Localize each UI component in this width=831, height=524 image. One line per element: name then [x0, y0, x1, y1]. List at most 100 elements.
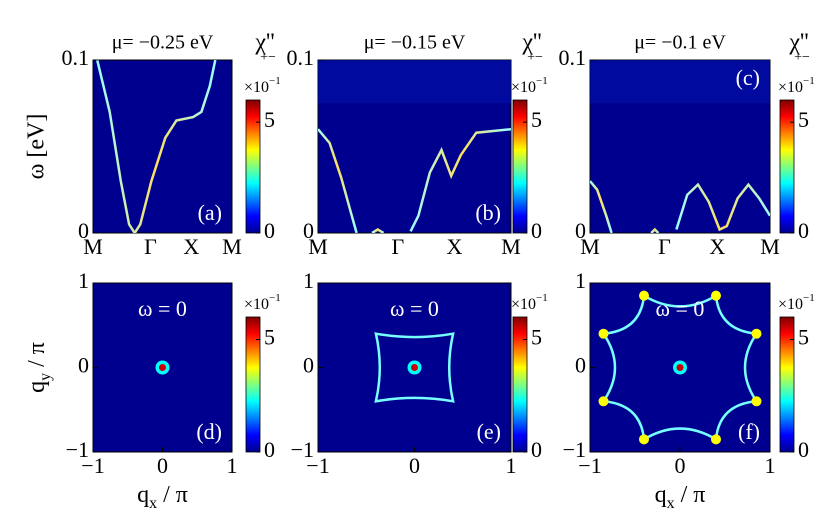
center-spot	[411, 364, 418, 371]
label-base: q	[655, 482, 667, 508]
heatmap-curve	[590, 180, 613, 233]
hot-spot	[751, 328, 762, 339]
scale-exp: −1	[803, 75, 815, 87]
heatmap-curve	[650, 227, 660, 233]
label-base: q	[137, 482, 149, 508]
heatmap-curve	[95, 60, 217, 233]
scale-exp: −1	[536, 75, 548, 87]
scale-base: ×10	[511, 296, 536, 313]
y-tick-label: 0	[575, 353, 586, 378]
panel: 0 0.1 M Γ X M (c) μ= −0.1 eV χ''+− 0 5 ×10−1	[559, 30, 815, 260]
heatmap-features	[95, 60, 217, 233]
x-axis-label: qx / π	[655, 482, 706, 512]
x-tick-label: Γ	[392, 234, 405, 259]
chi-label: χ''	[254, 30, 274, 56]
y-tick-label: 1	[575, 268, 586, 293]
panel-label: (a)	[198, 200, 222, 225]
label-suffix: / π	[24, 342, 50, 373]
scale-exp: −1	[269, 292, 281, 304]
x-tick-label: M	[760, 234, 780, 259]
panel: −101−1 0 1(d)ω = 0qy / πqx / π05×10−1	[24, 268, 281, 512]
panel: 00.1M Γ X M(b)μ= −0.15 eV χ''+−05×10−1	[287, 30, 548, 260]
hot-spot	[639, 290, 649, 301]
scale-base: ×10	[244, 296, 269, 313]
scale-base: ×10	[244, 79, 269, 96]
colorbar-tick-label: 0	[264, 218, 275, 243]
scale-base: ×10	[778, 296, 803, 313]
heatmap-features	[374, 332, 455, 403]
colorbar-scale: ×10−1	[511, 75, 548, 96]
y-axis-label: ω [eV]	[24, 114, 50, 180]
hot-spot	[751, 396, 762, 407]
y-tick-label: 1	[78, 268, 89, 293]
x-tick-label: 0	[409, 453, 420, 478]
x-tick-label: M	[580, 234, 600, 259]
x-tick-label: 0	[675, 453, 686, 478]
center-spot	[159, 364, 166, 371]
y-axis-label: qy / π	[24, 342, 54, 393]
hot-spot	[598, 328, 609, 339]
x-tick-label: X	[183, 234, 199, 259]
scale-base: ×10	[511, 79, 536, 96]
x-axis-label: qx / π	[137, 482, 188, 512]
panel-title: μ= −0.25 eV	[112, 32, 214, 54]
colorbar-tick-label: 5	[798, 325, 809, 350]
annotation: ω = 0	[390, 296, 439, 321]
y-tick-label: 0	[78, 353, 89, 378]
y-tick-label: 0	[575, 218, 586, 243]
chi-sub: +−	[527, 50, 543, 65]
label-suffix: / π	[675, 482, 706, 508]
colorbar-scale: ×10−1	[778, 292, 815, 313]
colorbar-tick-label: 0	[531, 437, 542, 462]
hot-spot	[711, 434, 721, 445]
y-tick-label: 0.1	[287, 45, 315, 70]
x-tick-label: M	[222, 234, 242, 259]
chi-sub: +−	[794, 50, 810, 65]
scale-exp: −1	[803, 292, 815, 304]
heatmap-contour	[374, 332, 455, 403]
y-tick-label: 0	[78, 218, 89, 243]
heatmap-features	[598, 290, 762, 445]
hot-spot	[639, 434, 649, 445]
panel-title: μ= −0.1 eV	[634, 32, 726, 54]
y-tick-label: −1	[563, 437, 586, 462]
x-tick-label: −1	[306, 453, 329, 478]
scale-exp: −1	[269, 75, 281, 87]
x-tick-label: X	[709, 234, 725, 259]
colorbar-tick-label: 0	[798, 437, 809, 462]
x-tick-label: Γ	[144, 234, 157, 259]
y-tick-label: −1	[66, 437, 89, 462]
y-tick-label: 0	[303, 353, 314, 378]
x-tick-label: −1	[578, 453, 601, 478]
x-tick-label: M	[308, 234, 328, 259]
panel: 00.1M Γ X M(a)μ= −0.25 eV χ''+−ω [eV]05×10−1	[24, 30, 281, 260]
y-tick-label: 1	[303, 268, 314, 293]
colorbar-scale: ×10−1	[244, 292, 281, 313]
y-tick-label: 0.1	[62, 45, 90, 70]
heatmap-features	[155, 360, 170, 375]
x-tick-label: M	[501, 234, 521, 259]
colorbar-tick-label: 5	[264, 325, 275, 350]
hot-spot	[598, 396, 609, 407]
colorbar	[512, 316, 528, 453]
heatmap-curve	[409, 127, 511, 232]
heatmap-curve	[318, 128, 358, 233]
y-tick-label: 0	[303, 218, 314, 243]
colorbar	[512, 99, 528, 234]
colorbar-tick-label: 5	[264, 107, 275, 132]
colorbar-tick-label: 0	[264, 437, 275, 462]
panel: −101−1 0 1(f)ω = 0qx / π05×10−1	[563, 268, 815, 512]
x-tick-label: 1	[765, 453, 776, 478]
x-tick-label: M	[83, 234, 103, 259]
x-tick-label: Γ	[658, 234, 671, 259]
panel-label: (d)	[196, 419, 222, 444]
colorbar-tick-label: 5	[798, 107, 809, 132]
label-sub: x	[149, 495, 157, 512]
heatmap-curve	[675, 182, 770, 232]
y-tick-label: 0.1	[559, 45, 587, 70]
x-tick-label: 1	[506, 453, 517, 478]
label-sub: y	[37, 373, 54, 381]
colorbar-scale: ×10−1	[778, 75, 815, 96]
panel-title: μ= −0.15 eV	[364, 32, 466, 54]
